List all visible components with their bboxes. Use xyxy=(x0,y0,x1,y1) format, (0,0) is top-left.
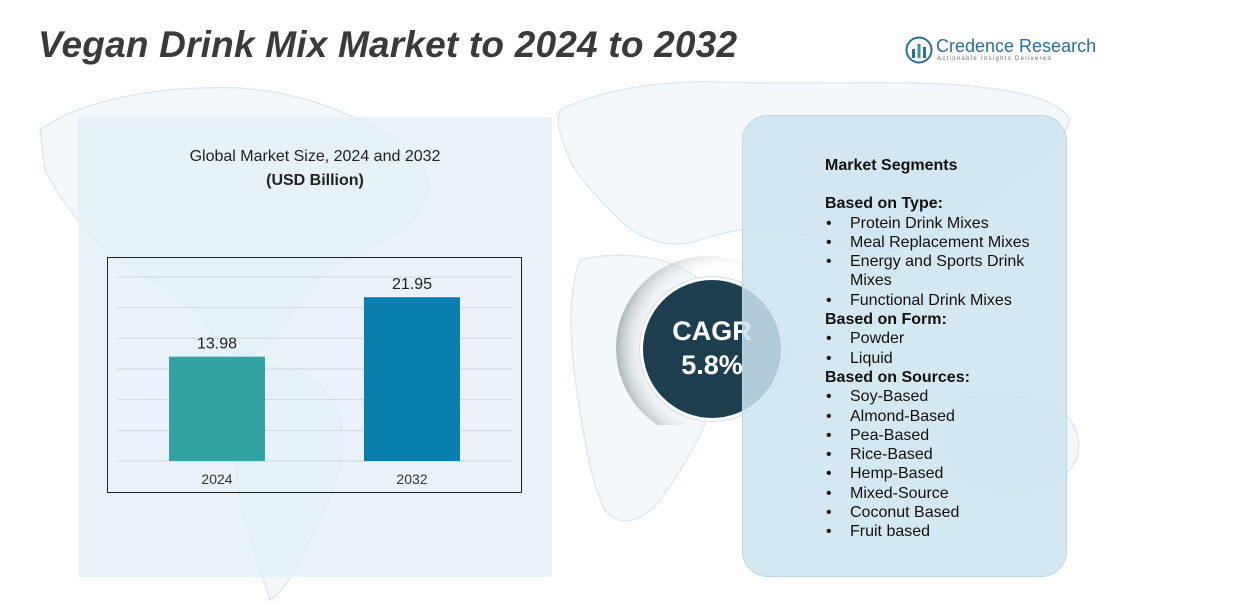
segment-groups: Based on Type:Protein Drink MixesMeal Re… xyxy=(825,194,1060,542)
x-tick-label: 2024 xyxy=(201,471,232,487)
page-title: Vegan Drink Mix Market to 2024 to 2032 xyxy=(38,24,738,65)
data-label: 13.98 xyxy=(197,336,237,353)
segment-list: Soy-BasedAlmond-BasedPea-BasedRice-Based… xyxy=(825,387,1060,542)
cagr-value: 5.8% xyxy=(681,350,743,380)
logo-tagline: Actionable Insights Delivered xyxy=(937,56,1053,62)
segment-item: Hemp-Based xyxy=(825,464,1060,484)
bar-2032 xyxy=(364,297,460,461)
x-tick-label: 2032 xyxy=(396,471,427,487)
segment-item: Functional Drink Mixes xyxy=(825,291,1060,311)
logo-name: Credence Research xyxy=(936,36,1097,56)
bar-chart: 13.98 2024 21.95 2032 xyxy=(107,257,522,493)
chart-panel: Global Market Size, 2024 and 2032 (USD B… xyxy=(78,117,552,577)
data-label: 21.95 xyxy=(392,276,432,293)
bar-chart-logo-icon xyxy=(905,36,933,64)
segment-item: Protein Drink Mixes xyxy=(825,214,1060,234)
segment-item: Rice-Based xyxy=(825,445,1060,465)
chart-frame xyxy=(107,257,522,493)
segments-content: Market Segments Based on Type:Protein Dr… xyxy=(825,156,1060,542)
segment-group-title: Based on Type: xyxy=(825,195,943,213)
chart-title: Global Market Size, 2024 and 2032 xyxy=(189,148,441,165)
labels: 13.98 2024 21.95 2032 xyxy=(197,276,432,487)
segment-item: Pea-Based xyxy=(825,426,1060,446)
bars xyxy=(169,297,460,461)
segment-item: Almond-Based xyxy=(825,407,1060,427)
bar-2024 xyxy=(169,356,265,461)
segment-item: Liquid xyxy=(825,349,1060,369)
chart-title-block: Global Market Size, 2024 and 2032 (USD B… xyxy=(78,145,552,193)
segment-item: Fruit based xyxy=(825,522,1060,542)
segment-item: Energy and Sports Drink Mixes xyxy=(825,252,1060,291)
segment-item: Coconut Based xyxy=(825,503,1060,523)
segment-item: Powder xyxy=(825,329,1060,349)
segment-item: Soy-Based xyxy=(825,387,1060,407)
segment-list: PowderLiquid xyxy=(825,329,1060,368)
brand-logo: Credence Research Actionable Insights De… xyxy=(905,34,1096,66)
segment-list: Protein Drink MixesMeal Replacement Mixe… xyxy=(825,214,1060,311)
segment-item: Mixed-Source xyxy=(825,484,1060,504)
segments-heading: Market Segments xyxy=(825,157,958,174)
cagr-label: CAGR xyxy=(672,316,752,346)
segment-group-title: Based on Sources: xyxy=(825,368,970,386)
segments-panel: Market Segments Based on Type:Protein Dr… xyxy=(742,115,1067,577)
segment-item: Meal Replacement Mixes xyxy=(825,233,1060,253)
segment-group-title: Based on Form: xyxy=(825,311,947,329)
chart-subtitle: (USD Billion) xyxy=(266,172,364,189)
